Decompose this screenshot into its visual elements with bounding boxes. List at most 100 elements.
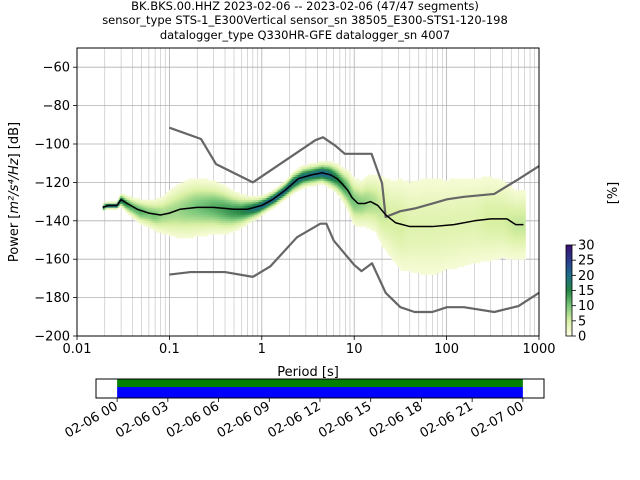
density-cell — [138, 199, 141, 202]
density-cell — [317, 176, 320, 179]
density-cell — [155, 197, 158, 200]
density-cell — [362, 195, 365, 199]
density-cell — [368, 218, 370, 222]
density-cell — [389, 247, 391, 250]
density-cell — [196, 224, 198, 227]
density-cell — [183, 230, 186, 233]
density-cell — [176, 226, 179, 229]
density-cell — [174, 234, 176, 237]
density-cell — [215, 188, 218, 191]
density-cell — [287, 193, 290, 197]
density-cell — [177, 218, 180, 222]
density-cell — [355, 192, 358, 195]
density-cell — [184, 190, 187, 193]
density-cell — [378, 182, 381, 185]
density-cell — [184, 232, 187, 235]
density-cell — [165, 203, 167, 206]
density-cell — [192, 190, 195, 193]
density-cell — [206, 190, 209, 193]
density-cell — [222, 215, 225, 218]
density-cell — [194, 220, 196, 224]
density-cell — [222, 184, 225, 187]
density-cell — [175, 188, 177, 191]
density-cell — [390, 251, 392, 254]
density-cell — [344, 182, 346, 185]
density-cell — [303, 186, 306, 189]
density-cell — [316, 168, 318, 172]
density-cell — [166, 220, 168, 224]
density-cell — [266, 207, 269, 210]
density-cell — [388, 190, 390, 193]
density-cell — [205, 195, 208, 199]
density-cell — [192, 234, 195, 237]
density-cell — [362, 182, 365, 185]
density-cell — [396, 232, 398, 235]
density-cell — [376, 211, 378, 214]
density-cell — [361, 182, 363, 185]
density-cell — [229, 220, 232, 224]
density-cell — [133, 211, 136, 214]
density-cell — [375, 197, 377, 200]
density-cell — [203, 230, 205, 233]
density-cell — [299, 172, 301, 176]
density-cell — [170, 205, 173, 208]
density-cell — [381, 240, 383, 243]
density-cell — [289, 182, 292, 185]
density-cell — [240, 220, 242, 224]
density-cell — [376, 199, 378, 202]
density-cell — [206, 209, 209, 212]
density-cell — [143, 220, 145, 224]
density-cell — [167, 213, 169, 216]
density-cell — [203, 188, 205, 191]
density-cell — [132, 197, 135, 200]
density-cell — [264, 207, 266, 210]
density-cell — [206, 193, 209, 197]
density-cell — [359, 192, 361, 195]
density-cell — [228, 209, 231, 212]
density-cell — [214, 222, 217, 225]
density-cell — [219, 228, 221, 231]
density-cell — [396, 241, 398, 245]
density-cell — [211, 192, 213, 195]
density-cell — [147, 205, 150, 208]
density-cell — [312, 180, 315, 183]
density-cell — [361, 188, 363, 191]
density-cell — [232, 218, 234, 222]
density-cell — [200, 232, 203, 235]
density-cell — [127, 199, 129, 202]
density-cell — [256, 201, 258, 204]
density-cell — [374, 222, 376, 225]
density-cell — [194, 226, 196, 229]
density-cell — [397, 264, 399, 268]
density-cell — [225, 228, 227, 231]
density-cell — [242, 220, 244, 224]
density-cell — [144, 209, 146, 212]
density-cell — [173, 205, 175, 208]
density-cell — [217, 182, 219, 185]
density-cell — [199, 234, 202, 237]
density-cell — [142, 201, 144, 204]
density-cell — [379, 203, 382, 206]
density-cell — [234, 193, 236, 197]
density-cell — [346, 192, 348, 195]
density-cell — [137, 199, 139, 202]
density-cell — [215, 215, 218, 218]
density-cell — [266, 205, 269, 208]
density-cell — [195, 205, 197, 208]
density-cell — [183, 199, 186, 202]
density-cell — [286, 178, 288, 181]
density-cell — [203, 211, 205, 214]
density-cell — [334, 170, 337, 174]
density-cell — [190, 195, 192, 199]
density-cell — [228, 195, 231, 199]
density-cell — [318, 167, 321, 170]
density-cell — [394, 182, 397, 185]
density-cell — [356, 197, 359, 200]
density-cell — [192, 216, 195, 220]
density-cell — [181, 224, 183, 227]
density-cell — [182, 203, 184, 206]
density-cell — [205, 213, 208, 216]
density-cell — [180, 224, 182, 227]
density-cell — [228, 192, 231, 195]
density-cell — [129, 201, 131, 204]
